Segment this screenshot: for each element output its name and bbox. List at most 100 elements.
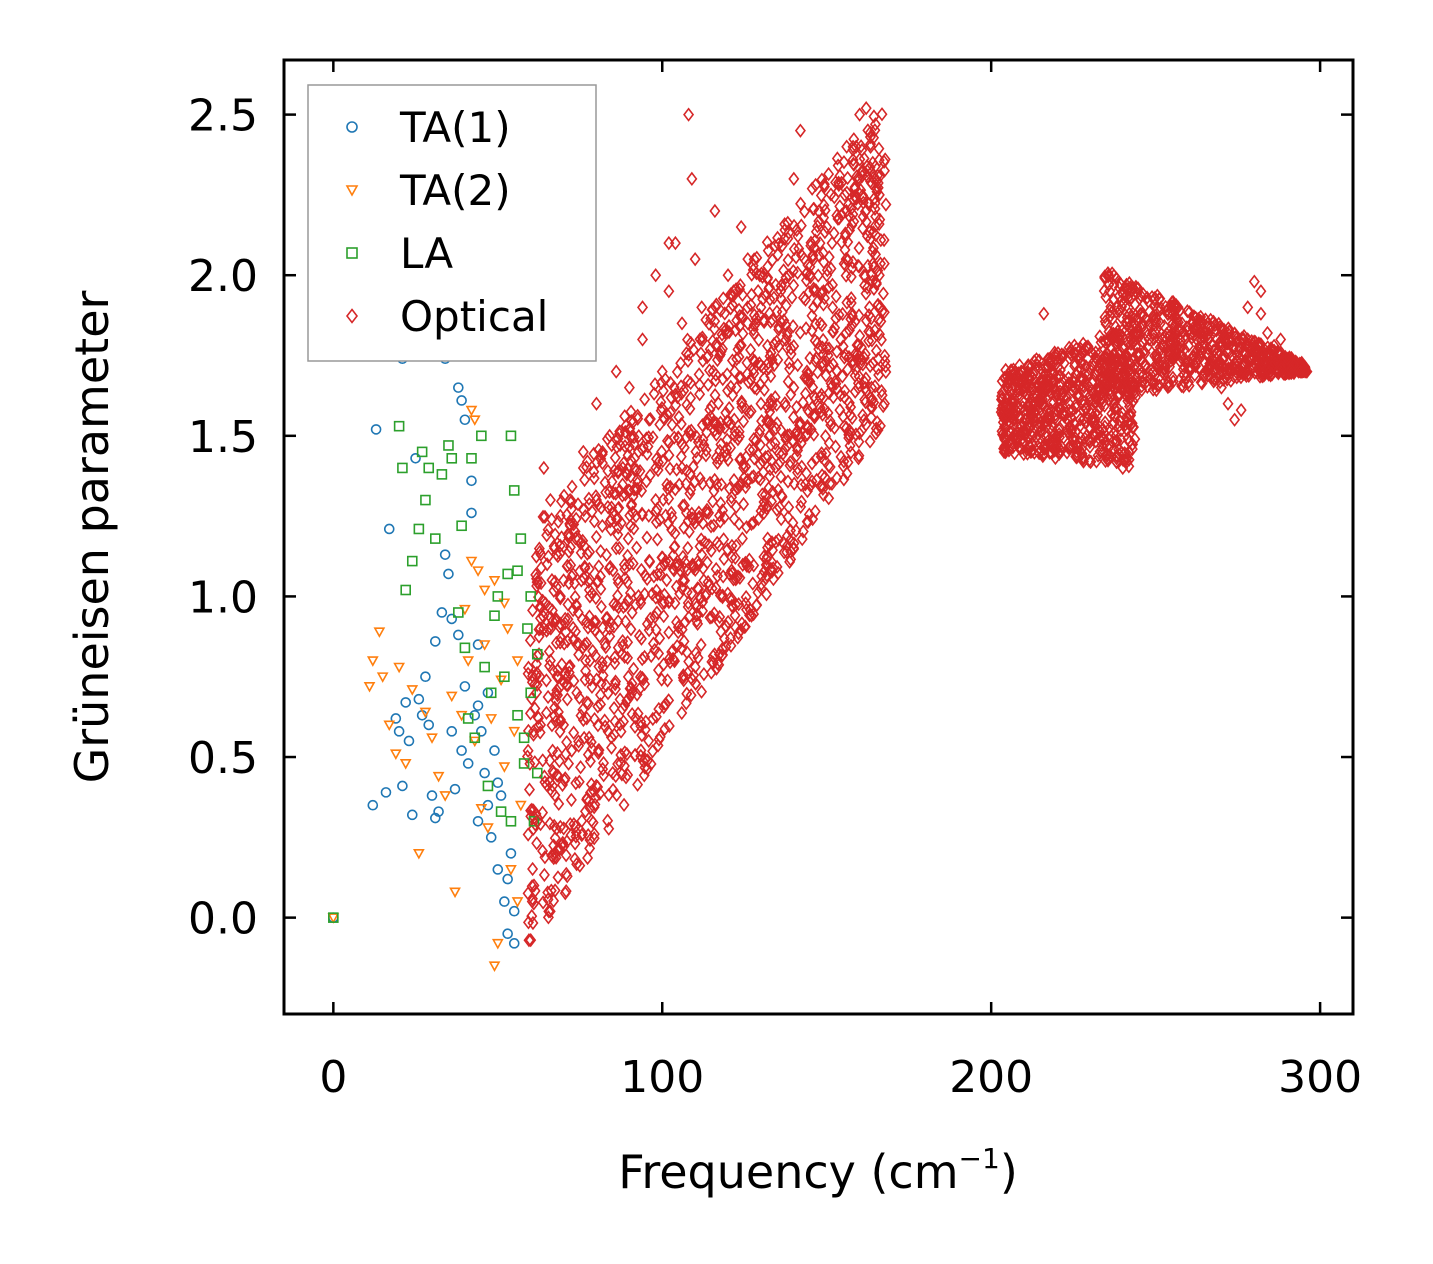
data-point: [722, 268, 734, 283]
optical-dense-point: [665, 505, 677, 521]
optical-dense-point: [780, 298, 792, 313]
data-point: [439, 791, 452, 802]
legend-marker-ta-1-: [346, 121, 358, 133]
optical-dense-point: [736, 309, 748, 324]
optical-dense-point: [583, 561, 595, 577]
optical-dense-point: [581, 711, 593, 726]
optical-dense-point: [758, 312, 770, 328]
optical-dense-point: [1187, 350, 1199, 365]
legend-label: Optical: [400, 292, 548, 341]
data-point: [794, 123, 806, 138]
data-point: [1130, 370, 1142, 386]
optical-dense-point: [695, 637, 707, 652]
optical-dense-point: [565, 792, 577, 808]
optical-dense-point: [1075, 341, 1087, 357]
optical-dense-point: [558, 821, 570, 836]
optical-dense-point: [751, 250, 763, 265]
optical-dense-point: [1275, 361, 1287, 376]
optical-dense-point: [751, 381, 763, 397]
optical-dense-point: [841, 185, 853, 200]
optical-dense-point: [862, 258, 874, 273]
optical-dense-point: [816, 478, 828, 494]
data-point: [1038, 306, 1050, 321]
optical-dense-point: [1059, 407, 1071, 423]
optical-dense-point: [1110, 454, 1122, 469]
data-point: [656, 364, 668, 379]
optical-dense-point: [589, 711, 601, 727]
optical-dense-point: [722, 542, 734, 557]
optical-dense-point: [1053, 422, 1065, 438]
optical-dense-point: [588, 471, 600, 486]
optical-dense-point: [705, 543, 717, 558]
optical-dense-point: [623, 439, 635, 455]
optical-dense-point: [796, 531, 808, 547]
optical-dense-point: [1195, 309, 1207, 325]
optical-dense-point: [563, 544, 575, 559]
data-point: [531, 767, 543, 779]
data-point: [623, 557, 635, 572]
optical-dense-point: [690, 645, 702, 661]
optical-dense-point: [671, 614, 683, 630]
optical-dense-point: [600, 678, 612, 693]
optical-dense-point: [814, 235, 826, 251]
optical-dense-point: [788, 536, 800, 551]
optical-dense-point: [651, 532, 663, 547]
data-point: [1242, 300, 1254, 315]
optical-dense-point: [581, 614, 593, 630]
optical-dense-point: [739, 619, 751, 635]
optical-dense-point: [610, 674, 622, 689]
optical-dense-point: [1072, 439, 1084, 454]
optical-dense-point: [687, 558, 699, 573]
data-point: [531, 648, 543, 660]
optical-dense-point: [876, 107, 888, 122]
optical-dense-point: [848, 132, 860, 147]
optical-dense-point: [740, 459, 752, 474]
data-point: [462, 758, 474, 769]
optical-dense-point: [806, 456, 818, 471]
data-point: [468, 415, 481, 426]
optical-dense-point: [820, 368, 832, 383]
optical-dense-point: [546, 718, 558, 733]
optical-dense-point: [693, 581, 705, 597]
optical-dense-point: [1063, 440, 1075, 455]
data-point: [860, 101, 872, 116]
optical-dense-point: [736, 396, 748, 411]
optical-dense-point: [1092, 448, 1104, 463]
optical-dense-point: [636, 728, 648, 743]
optical-dense-point: [765, 392, 777, 408]
y-tick-label: 0.5: [188, 733, 258, 784]
data-point: [468, 736, 481, 748]
optical-dense-point: [590, 590, 602, 606]
optical-dense-point: [806, 474, 818, 489]
optical-dense-point: [871, 181, 883, 196]
data-point: [590, 492, 602, 508]
data-point: [436, 469, 448, 480]
optical-dense-point: [641, 530, 653, 545]
optical-dense-point: [561, 692, 573, 707]
optical-dense-point: [996, 385, 1008, 400]
optical-dense-point: [782, 510, 794, 525]
optical-dense-point: [572, 605, 584, 620]
optical-dense-point: [1208, 372, 1220, 387]
optical-dense-point: [704, 475, 716, 491]
data-point: [837, 409, 849, 424]
optical-dense-point: [768, 336, 780, 352]
optical-dense-point: [707, 494, 719, 509]
optical-dense-point: [671, 364, 683, 380]
data-point: [781, 325, 793, 341]
optical-dense-point: [736, 287, 748, 303]
optical-dense-point: [604, 629, 616, 644]
optical-dense-point: [599, 719, 611, 734]
optical-dense-point: [802, 421, 814, 436]
optical-dense-point: [682, 665, 694, 681]
optical-dense-point: [574, 858, 586, 873]
optical-dense-point: [746, 267, 758, 282]
data-point: [462, 656, 475, 667]
optical-dense-point: [826, 235, 838, 251]
optical-dense-point: [843, 427, 855, 442]
optical-dense-point: [1033, 441, 1045, 456]
optical-dense-point: [748, 515, 760, 530]
optical-dense-point: [875, 232, 887, 248]
data-point: [689, 251, 701, 267]
optical-dense-point: [845, 269, 857, 285]
